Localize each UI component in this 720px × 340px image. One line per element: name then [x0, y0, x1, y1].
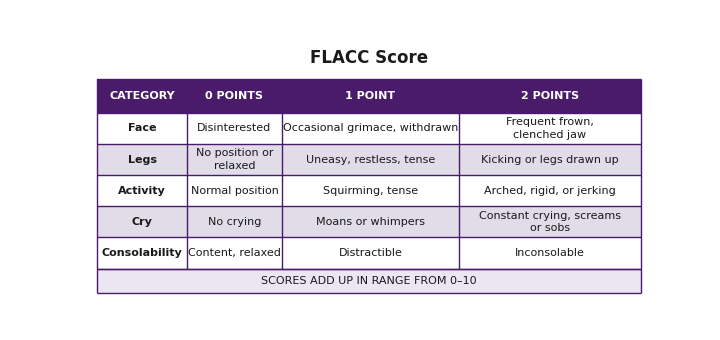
Bar [97, 175, 187, 206]
Bar [187, 79, 282, 113]
Text: 2 POINTS: 2 POINTS [521, 91, 579, 101]
Text: Cry: Cry [132, 217, 153, 227]
Text: CATEGORY: CATEGORY [109, 91, 175, 101]
Bar [459, 79, 641, 113]
Text: Frequent frown,
clenched jaw: Frequent frown, clenched jaw [505, 117, 594, 140]
Bar [282, 237, 459, 269]
Text: Uneasy, restless, tense: Uneasy, restless, tense [306, 154, 435, 165]
Text: Normal position: Normal position [191, 186, 279, 196]
Bar [459, 113, 641, 144]
Bar [459, 206, 641, 237]
Text: 1 POINT: 1 POINT [346, 91, 395, 101]
Text: FLACC Score: FLACC Score [310, 49, 428, 67]
Text: Activity: Activity [118, 186, 166, 196]
Bar [282, 113, 459, 144]
Bar [97, 113, 187, 144]
Text: Squirming, tense: Squirming, tense [323, 186, 418, 196]
Text: Legs: Legs [127, 154, 156, 165]
Bar [459, 237, 641, 269]
Bar [282, 79, 459, 113]
Bar [187, 237, 282, 269]
Text: Distractible: Distractible [338, 248, 402, 258]
Bar [97, 237, 187, 269]
Text: Moans or whimpers: Moans or whimpers [316, 217, 425, 227]
Text: Occasional grimace, withdrawn: Occasional grimace, withdrawn [283, 123, 458, 133]
Text: Kicking or legs drawn up: Kicking or legs drawn up [481, 154, 618, 165]
Bar [97, 206, 187, 237]
Text: Content, relaxed: Content, relaxed [188, 248, 281, 258]
Bar [282, 175, 459, 206]
Text: Arched, rigid, or jerking: Arched, rigid, or jerking [484, 186, 616, 196]
Text: Constant crying, screams
or sobs: Constant crying, screams or sobs [479, 211, 621, 233]
Bar [97, 79, 187, 113]
Bar [187, 144, 282, 175]
Bar [282, 144, 459, 175]
Bar [97, 144, 187, 175]
Bar [282, 206, 459, 237]
Text: No position or
relaxed: No position or relaxed [196, 148, 273, 171]
Bar [187, 206, 282, 237]
Text: 0 POINTS: 0 POINTS [205, 91, 264, 101]
Text: No crying: No crying [208, 217, 261, 227]
Text: SCORES ADD UP IN RANGE FROM 0–10: SCORES ADD UP IN RANGE FROM 0–10 [261, 276, 477, 286]
Text: Inconsolable: Inconsolable [515, 248, 585, 258]
Bar [97, 269, 641, 293]
Bar [187, 175, 282, 206]
Bar [459, 144, 641, 175]
Text: Disinterested: Disinterested [197, 123, 271, 133]
Text: Consolability: Consolability [102, 248, 182, 258]
Bar [459, 175, 641, 206]
Text: Face: Face [128, 123, 156, 133]
Bar [187, 113, 282, 144]
